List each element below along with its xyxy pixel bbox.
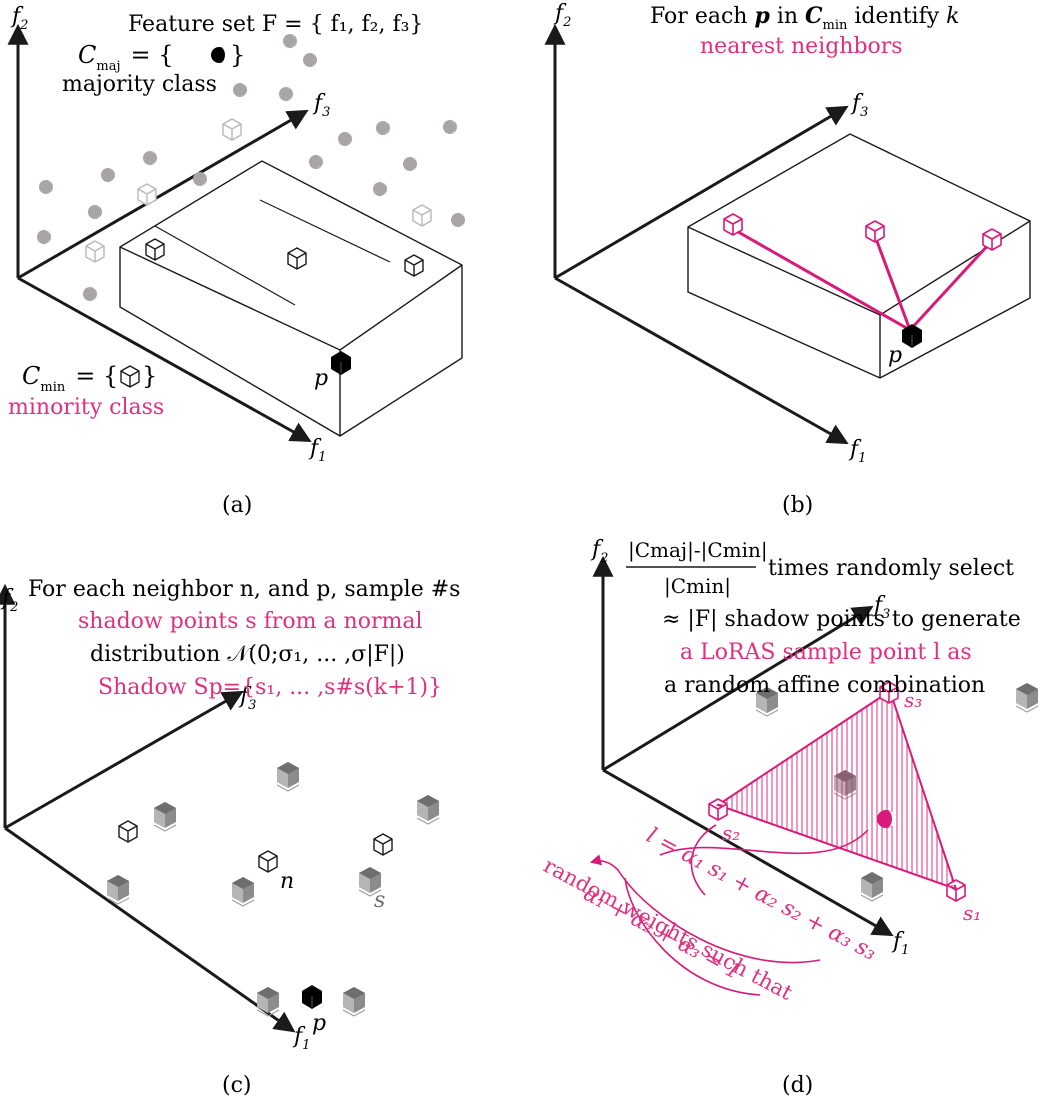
axis-f3-label-a: f3 — [312, 91, 330, 120]
cmin-label: Cmin = { — [22, 362, 118, 395]
p-label-c: p — [312, 1011, 326, 1036]
axis-f1-d — [602, 768, 894, 937]
p-label-a: p — [314, 366, 328, 391]
arrow-s2 — [690, 824, 717, 896]
caption-b: (b) — [782, 493, 813, 518]
panel-d-line2: ≈ |F| shadow points to generate — [662, 607, 1021, 632]
cmaj-close: } — [230, 41, 245, 69]
neighborhood-box-a — [119, 160, 463, 437]
axis-f1-label-d: f1 — [891, 929, 909, 958]
axis-f3-a — [17, 109, 309, 280]
cmaj-ball-icon — [211, 47, 228, 63]
affine-triangle — [715, 689, 958, 891]
panel-c-line1: For each neighbor n, and p, sample #s — [28, 577, 460, 602]
shadow-s2 — [708, 798, 728, 821]
point-p-c — [301, 984, 323, 1010]
axis-f1-c — [4, 826, 296, 1033]
axis-f1-label-b: f1 — [848, 437, 866, 466]
neighbor-3 — [982, 228, 1002, 251]
axis-f1-label-a: f1 — [308, 436, 326, 465]
axis-f2-label-a: f2 — [10, 4, 28, 33]
cmaj-label: Cmaj = { — [78, 41, 174, 74]
caption-d: (d) — [782, 1073, 813, 1098]
axis-f1-b — [554, 276, 849, 445]
point-p-a — [330, 350, 352, 376]
s3-label: s₃ — [904, 688, 922, 712]
shadow-points-c — [106, 761, 440, 1017]
majority-class-label: majority class — [62, 72, 217, 97]
axis-f1-a — [17, 276, 312, 443]
arrow-weights-2 — [624, 877, 761, 996]
panel-c-line4: Shadow Sp={s₁, ... ,s#s(k+1)} — [98, 675, 442, 700]
minority-points-a — [85, 118, 432, 376]
caption-c: (c) — [222, 1073, 252, 1098]
panel-d-line4: a random affine combination — [664, 673, 985, 698]
axis-f3-label-b: f3 — [850, 91, 868, 120]
neighbor-link-2 — [873, 235, 912, 331]
fraction-denominator: |Cmin| — [664, 574, 731, 599]
axis-f1-label-c: f1 — [292, 1024, 310, 1053]
panel-d-line1: times randomly select — [768, 556, 1014, 581]
panel-a: f2 f3 f1 p Feature set F = { f₁, — [7, 4, 465, 518]
axis-f2-label-c: f2 — [0, 586, 18, 615]
s2-label: s₂ — [722, 821, 740, 845]
panel-c-line2: shadow points s from a normal — [78, 609, 422, 634]
neighbor-link-3 — [908, 241, 992, 332]
axis-f2-label-b: f2 — [553, 1, 571, 30]
neighbor-link-1 — [732, 227, 911, 332]
panel-c-line3: distribution 𝒩(0;σ₁, ... ,σ|F|) — [90, 642, 405, 667]
s1-label: s₁ — [963, 901, 981, 925]
panel-d: f2 f3 f1 s₃ s₂ s₁ |Cmaj|-|Cmin| |Cmin| t… — [540, 537, 1039, 1098]
neighbor-c-1 — [118, 820, 138, 843]
feature-set-label: Feature set F = { f₁, f₂, f₃} — [128, 12, 423, 37]
panel-d-line3: a LoRAS sample point l as — [680, 640, 972, 665]
p-label-b: p — [888, 343, 902, 368]
n-label: n — [280, 869, 294, 894]
axis-f3-c — [4, 690, 244, 830]
s-label: s — [374, 888, 385, 913]
panel-c: f2 f3 f1 n s p For each neighbor n, and … — [0, 577, 460, 1098]
shadow-s1 — [946, 879, 966, 902]
cmin-close: } — [142, 362, 157, 390]
weights-sum: α₁ + α₂ + α₃ = 1 — [580, 881, 745, 984]
loras-sample-point — [877, 810, 896, 828]
fraction-numerator: |Cmaj|-|Cmin| — [628, 538, 768, 563]
neighbor-1 — [723, 213, 743, 236]
arrow-to-l — [659, 829, 869, 856]
neighbor-c-3 — [373, 833, 393, 856]
cmin-cube-icon — [120, 365, 140, 388]
minority-class-label: minority class — [8, 395, 164, 420]
neighbor-c-2 — [258, 850, 278, 873]
axis-f3-b — [554, 105, 849, 280]
panel-b-title-line2: nearest neighbors — [700, 34, 903, 59]
arrow-weights — [589, 854, 821, 964]
panel-b: f2 f3 f1 p For each p in Cmin identify k… — [544, 1, 1031, 518]
axis-f2-label-d: f2 — [590, 537, 608, 566]
neighbor-2 — [865, 220, 885, 243]
panel-b-title-line1: For each p in Cmin identify k — [650, 3, 960, 33]
axis-f3-d — [602, 605, 874, 772]
caption-a: (a) — [222, 493, 252, 518]
